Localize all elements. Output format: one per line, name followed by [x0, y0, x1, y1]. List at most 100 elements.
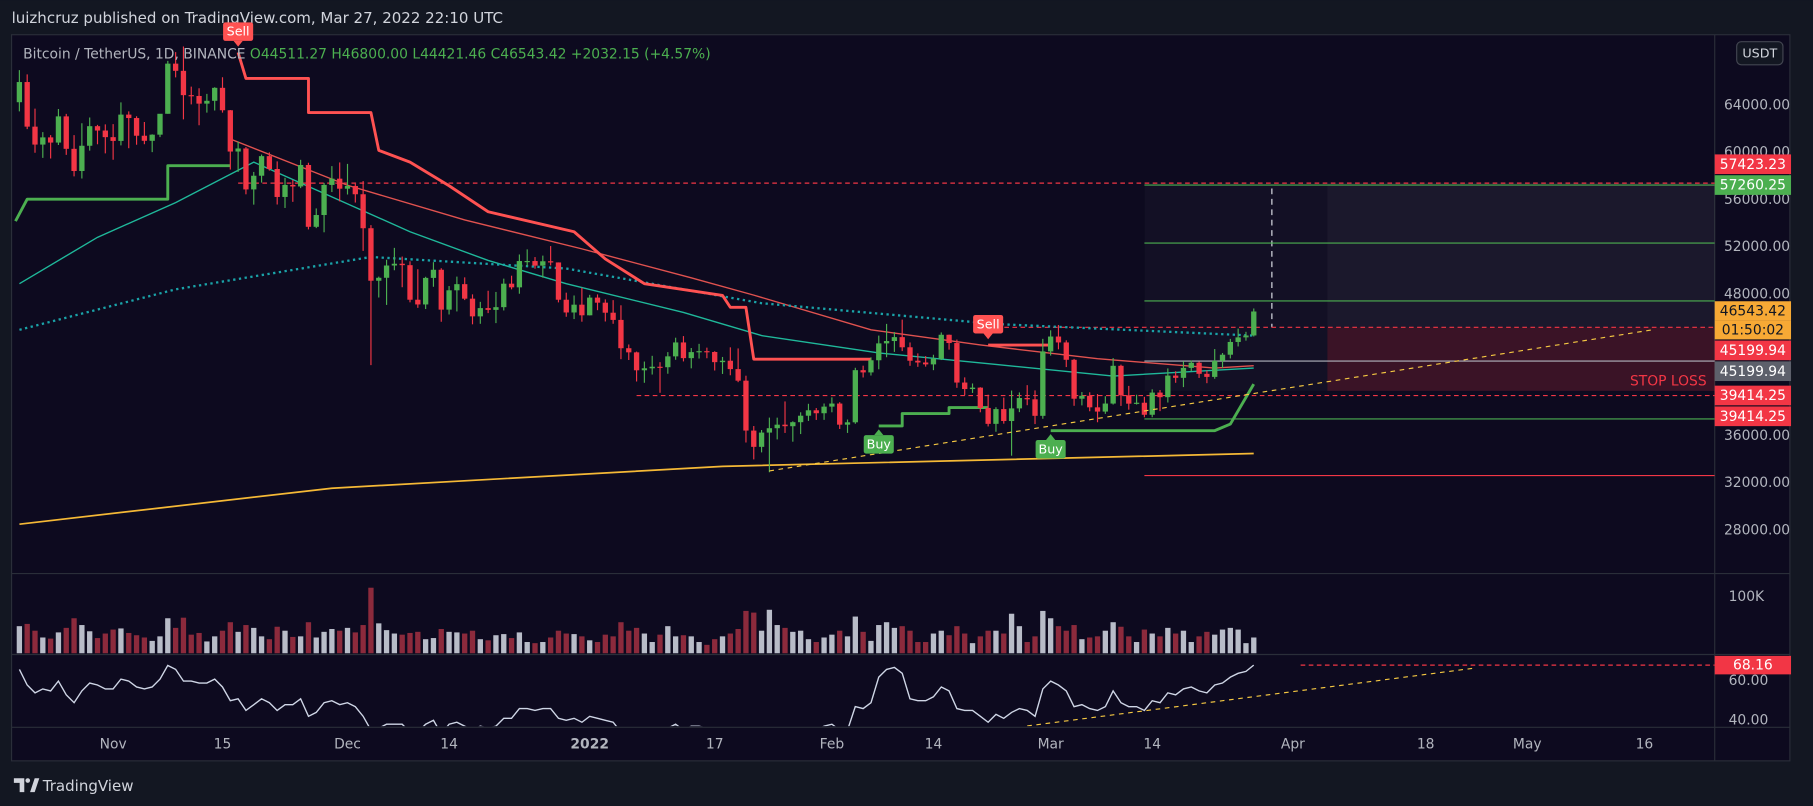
volume-bar	[852, 616, 858, 654]
signal-label: Buy	[867, 436, 892, 451]
volume-bar	[751, 612, 757, 654]
volume-bar	[508, 638, 515, 654]
legend-low: L44421.46	[412, 46, 486, 62]
volume-bar	[383, 630, 390, 654]
moving-average	[19, 161, 1254, 377]
candle-body	[110, 137, 116, 141]
signal-pointer	[983, 333, 993, 340]
symbol-title: Bitcoin / TetherUS, 1D, BINANCE	[23, 46, 245, 62]
price-tag	[1714, 301, 1792, 321]
candle-body	[188, 95, 194, 97]
candle-body	[329, 178, 335, 185]
candle-body	[141, 135, 148, 141]
currency-label[interactable]: USDT	[1742, 45, 1777, 60]
candle-body	[1196, 362, 1202, 374]
candle-body	[571, 304, 577, 313]
candle-body	[235, 148, 241, 152]
currency-button-frame[interactable]	[1736, 41, 1784, 66]
candle-body	[860, 370, 866, 373]
candle-body	[477, 308, 483, 317]
volume-bar	[485, 640, 491, 654]
publish-header: luizhcruz published on TradingView.com, …	[12, 9, 503, 27]
price-tag	[1714, 406, 1792, 427]
candle-body	[813, 410, 819, 414]
trendline	[769, 329, 1653, 472]
candle-body	[962, 382, 968, 390]
candle-body	[1180, 367, 1187, 378]
currency-button[interactable]: USDT	[1736, 41, 1784, 66]
candle-body	[352, 185, 358, 195]
candle-body	[1149, 392, 1155, 415]
volume-bar	[610, 636, 616, 654]
rsi-tick-label: 40.00	[1729, 712, 1769, 728]
volume-bar	[438, 629, 444, 654]
candle-body	[438, 269, 444, 310]
candle-body	[47, 137, 54, 143]
x-tick-label: 14	[925, 737, 943, 753]
candle-body	[524, 261, 530, 263]
candle-body	[180, 70, 187, 96]
logo-part	[30, 778, 40, 793]
candle-body	[727, 360, 733, 370]
volume-bar	[1196, 636, 1202, 654]
supertrend	[1050, 383, 1255, 433]
volume-bar	[477, 639, 483, 654]
countdown-label: 01:50:02	[1722, 323, 1784, 339]
moving-average	[230, 138, 1254, 369]
candle-body	[969, 387, 976, 390]
candle-body	[1016, 398, 1023, 409]
candle-body	[407, 265, 413, 300]
rsi-tick-label: 60.00	[1729, 673, 1769, 689]
candle-body	[891, 337, 898, 342]
candle-body	[1118, 365, 1124, 396]
candle-body	[1204, 373, 1210, 377]
candle-body	[1172, 375, 1179, 378]
candle-body	[672, 342, 679, 357]
price-tag	[1714, 340, 1792, 361]
candle-body	[657, 366, 663, 368]
volume-bar	[1219, 629, 1226, 654]
volume-bar	[688, 636, 694, 654]
volume-bar	[235, 631, 241, 654]
candle-body	[1047, 336, 1054, 352]
candle-body	[938, 334, 944, 359]
volume-bar	[1047, 618, 1054, 654]
volume-bar	[579, 636, 585, 654]
candle-body	[321, 184, 327, 216]
volume-bar	[87, 631, 93, 654]
candle-body	[446, 290, 452, 310]
candle-body	[1024, 398, 1030, 400]
profit-zone	[1327, 182, 1715, 328]
volume-bar	[907, 630, 913, 654]
candle-body	[63, 116, 69, 149]
candle-body	[118, 114, 124, 141]
candle-body	[1212, 360, 1218, 377]
volume-bar	[24, 623, 30, 654]
candle-body	[383, 265, 390, 278]
volume-bar	[462, 633, 468, 654]
candle-body	[1071, 359, 1077, 399]
signal-pointer	[874, 429, 884, 436]
volume-bar	[977, 636, 983, 654]
logo-part	[25, 778, 31, 783]
candle-body	[94, 126, 101, 131]
candle-body	[1079, 395, 1085, 399]
volume-bar	[337, 630, 343, 654]
volume-bar	[1157, 636, 1163, 654]
volume-bar	[321, 631, 327, 654]
signal-label: Buy	[1038, 441, 1063, 456]
candle-body	[305, 164, 312, 227]
candle-body	[157, 113, 163, 135]
x-tick-label: 15	[214, 737, 232, 753]
candle-body	[204, 100, 210, 104]
signal-label: Sell	[977, 316, 1000, 331]
volume-bar	[1087, 637, 1093, 654]
volume-bar	[188, 634, 194, 654]
candle-body	[868, 360, 874, 373]
volume-bar	[79, 625, 85, 654]
volume-bar	[876, 625, 882, 654]
volume-bar	[344, 627, 351, 654]
volume-bar	[149, 640, 155, 654]
candle-body	[282, 184, 288, 197]
candle-body	[1032, 399, 1038, 416]
